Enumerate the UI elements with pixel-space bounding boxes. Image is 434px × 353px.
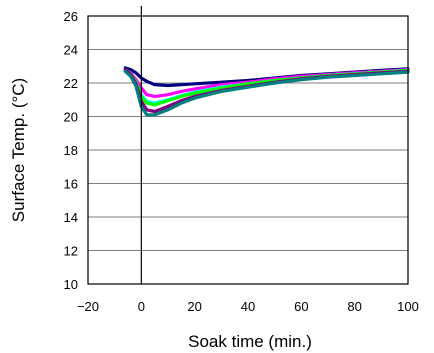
x-tick-label: −20 <box>77 299 99 314</box>
y-tick-label: 26 <box>64 9 78 24</box>
y-tick-label: 22 <box>64 76 78 91</box>
y-tick-label: 10 <box>64 277 78 292</box>
x-tick-label: 40 <box>241 299 255 314</box>
x-tick-label: 0 <box>138 299 145 314</box>
x-axis-title: Soak time (min.) <box>188 332 312 351</box>
y-axis-title: Surface Temp. (°C) <box>9 78 28 222</box>
y-tick-label: 18 <box>64 143 78 158</box>
x-tick-label: 80 <box>347 299 361 314</box>
x-tick-labels: −20 0 20 40 60 80 100 <box>77 299 419 314</box>
y-tick-label: 20 <box>64 110 78 125</box>
series-line-6 <box>123 69 410 117</box>
x-tick-label: 20 <box>187 299 201 314</box>
x-tick-label: 60 <box>294 299 308 314</box>
x-tick-label: 100 <box>397 299 419 314</box>
y-tick-labels: 10 12 14 16 18 20 22 24 26 <box>64 9 78 292</box>
y-tick-label: 12 <box>64 244 78 259</box>
y-tick-label: 14 <box>64 210 78 225</box>
plot-frame <box>87 15 409 285</box>
y-tick-label: 16 <box>64 177 78 192</box>
y-tick-label: 24 <box>64 43 78 58</box>
series-lines <box>123 66 410 117</box>
